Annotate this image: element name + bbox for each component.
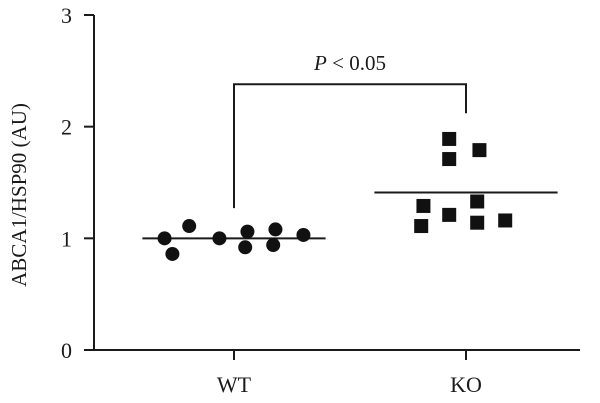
y-tick-label: 0 — [61, 338, 72, 363]
y-tick-label: 3 — [61, 3, 72, 28]
p-symbol: P — [313, 51, 327, 75]
x-tick-label: WT — [217, 372, 252, 397]
data-point — [414, 219, 429, 234]
data-point — [238, 240, 253, 255]
significance-annotation: P < 0.05 — [233, 51, 467, 209]
data-point — [442, 207, 457, 222]
data-point — [470, 215, 485, 230]
p-value-label: P < 0.05 — [313, 51, 386, 75]
data-point — [442, 152, 457, 167]
data-point — [442, 131, 457, 146]
y-tick-label: 2 — [61, 115, 72, 140]
data-marks — [142, 131, 558, 261]
data-point — [165, 246, 180, 261]
data-point — [296, 227, 311, 242]
data-point — [268, 222, 283, 237]
data-point — [266, 238, 281, 253]
data-point — [416, 198, 431, 213]
axes: 0 1 2 3 WT KO — [61, 3, 580, 397]
data-point — [472, 143, 487, 158]
data-point — [240, 224, 255, 239]
significance-bracket — [233, 83, 467, 209]
p-threshold: < 0.05 — [327, 51, 386, 75]
data-point — [212, 231, 227, 246]
y-axis-title: ABCA1/HSP90 (AU) — [7, 103, 31, 287]
y-tick-label: 1 — [61, 226, 72, 251]
data-point — [182, 219, 197, 234]
data-point — [157, 231, 172, 246]
x-tick-label: KO — [450, 372, 482, 397]
data-point — [470, 194, 485, 209]
data-point — [498, 213, 513, 228]
